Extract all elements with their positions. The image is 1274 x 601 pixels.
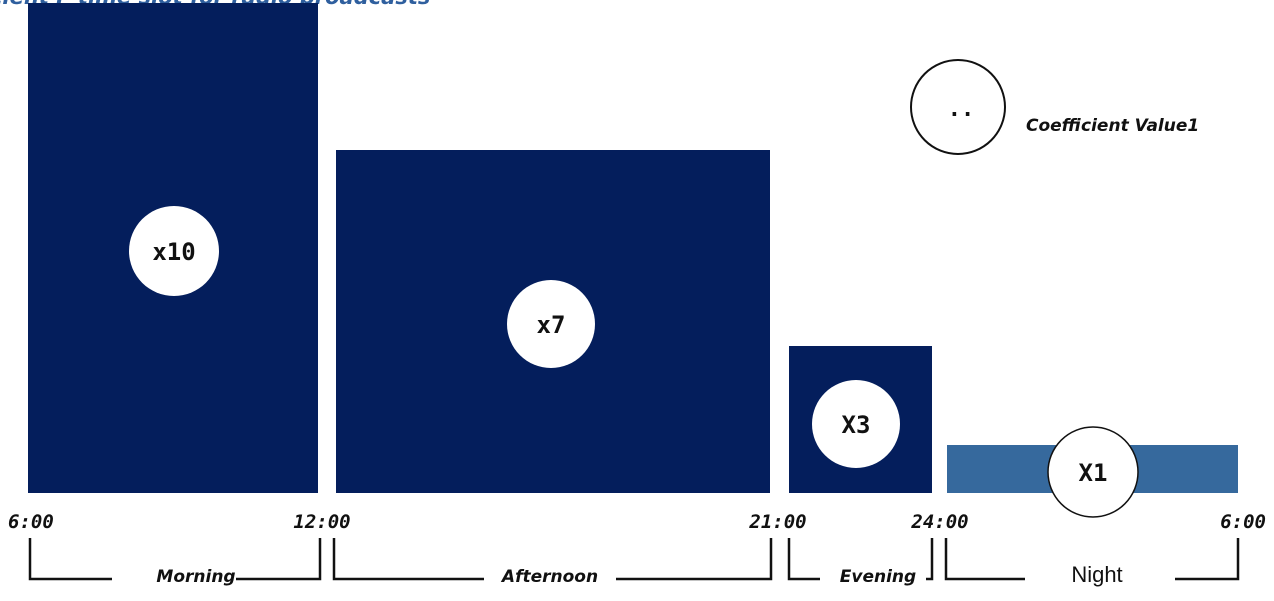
legend: .. Coefficient Value1: [910, 59, 1199, 155]
period-label-night: Night: [1071, 562, 1122, 587]
legend-symbol: [910, 59, 1006, 155]
period-label-afternoon: Afternoon: [500, 567, 598, 587]
coefficient-label-morning: x10: [152, 238, 195, 266]
tick-label: 12:00: [293, 511, 350, 533]
tick-label: 6:00: [1220, 511, 1266, 533]
period-label-evening: Evening: [840, 567, 916, 587]
coefficient-badge-evening: [812, 380, 900, 468]
period-bracket-afternoon: Afternoon: [332, 538, 773, 591]
coefficient-label-evening: X3: [842, 411, 871, 439]
period-bracket-morning: Morning: [28, 538, 322, 591]
tick-label: 21:00: [748, 511, 806, 533]
period-label-morning: Morning: [156, 567, 235, 587]
coefficient-badge-night: [1047, 426, 1139, 518]
tick-label: 24:00: [910, 511, 968, 533]
legend-symbol-text: ..: [948, 97, 975, 122]
tick-labels: 6:00 12:00 21:00 24:00 6:00: [8, 511, 1266, 533]
legend-label: Coefficient Value1: [1026, 116, 1199, 136]
coefficient-label-afternoon: x7: [537, 311, 566, 339]
tick-label: 6:00: [8, 511, 54, 533]
coefficient-badge-morning: [129, 206, 219, 296]
coefficient-label-night: X1: [1079, 459, 1108, 487]
bars-layer: x10 x7 X3 X1: [28, 3, 1238, 518]
coefficient-badge-afternoon: [507, 280, 595, 368]
period-bracket-night: Night: [944, 538, 1240, 591]
period-brackets: Morning Afternoon Evening Night: [28, 538, 1240, 591]
period-bracket-evening: Evening: [787, 538, 934, 591]
